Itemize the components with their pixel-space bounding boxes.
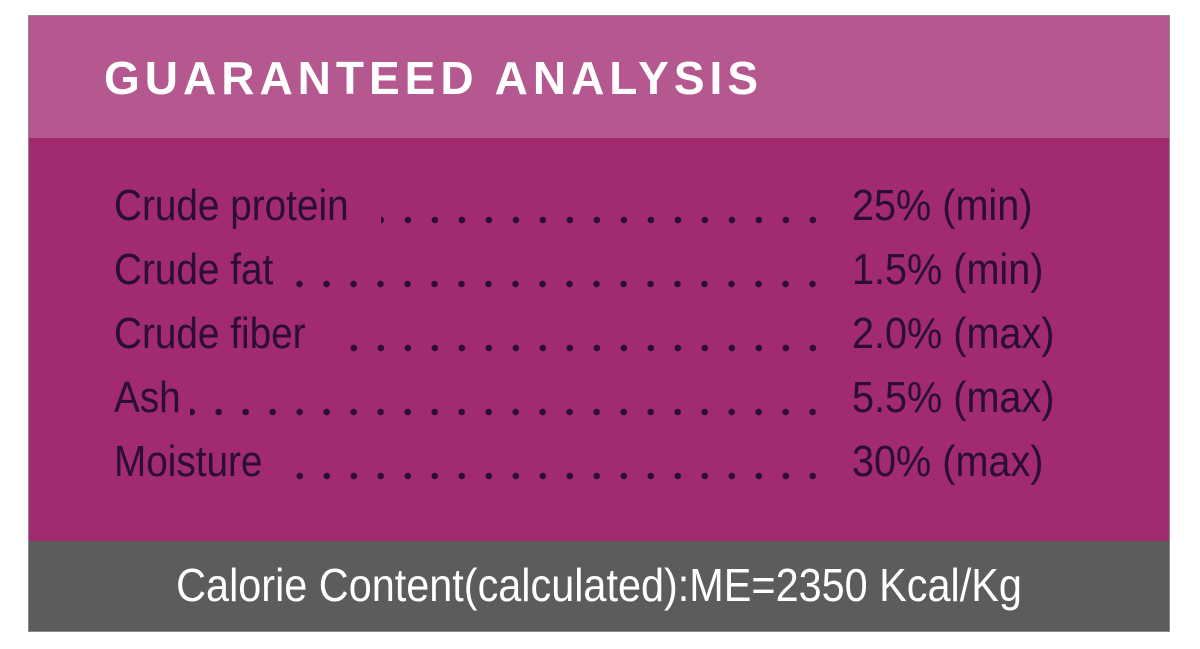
nutrient-label: Crude fiber bbox=[114, 309, 306, 358]
calorie-content: Calorie Content(calculated):ME=2350 Kcal… bbox=[176, 559, 1022, 611]
analysis-row: Ash 5.5% (max) bbox=[114, 368, 1114, 428]
nutrient-label: Crude protein bbox=[114, 181, 349, 230]
header: GUARANTEED ANALYSIS bbox=[29, 16, 1169, 138]
nutrient-value: 30% (max) bbox=[852, 437, 1044, 486]
nutrient-label: Crude fat bbox=[114, 245, 274, 294]
nutrient-value: 2.0% (max) bbox=[852, 309, 1055, 358]
title: GUARANTEED ANALYSIS bbox=[104, 52, 763, 104]
nutrient-value: 25% (min) bbox=[852, 181, 1033, 230]
dot-leader bbox=[189, 368, 826, 428]
nutrient-label: Ash bbox=[114, 373, 181, 422]
analysis-row: Crude fiber 2.0% (max) bbox=[114, 304, 1114, 364]
dot-leader bbox=[380, 176, 826, 236]
dot-leader bbox=[294, 240, 826, 300]
analysis-row: Moisture 30% (max) bbox=[114, 432, 1114, 492]
footer: Calorie Content(calculated):ME=2350 Kcal… bbox=[29, 541, 1169, 631]
nutrient-value: 1.5% (min) bbox=[852, 245, 1044, 294]
nutrient-label: Moisture bbox=[114, 437, 263, 486]
analysis-row: Crude fat 1.5% (min) bbox=[114, 240, 1114, 300]
dot-leader bbox=[331, 304, 826, 364]
analysis-row: Crude protein 25% (min) bbox=[114, 176, 1114, 236]
nutrient-value: 5.5% (max) bbox=[852, 373, 1055, 422]
dot-leader bbox=[282, 432, 826, 492]
analysis-table: Crude protein 25% (min) Crude fat 1.5% (min… bbox=[29, 138, 1169, 541]
analysis-panel: GUARANTEED ANALYSIS Crude protein 25% (mi… bbox=[28, 15, 1170, 632]
